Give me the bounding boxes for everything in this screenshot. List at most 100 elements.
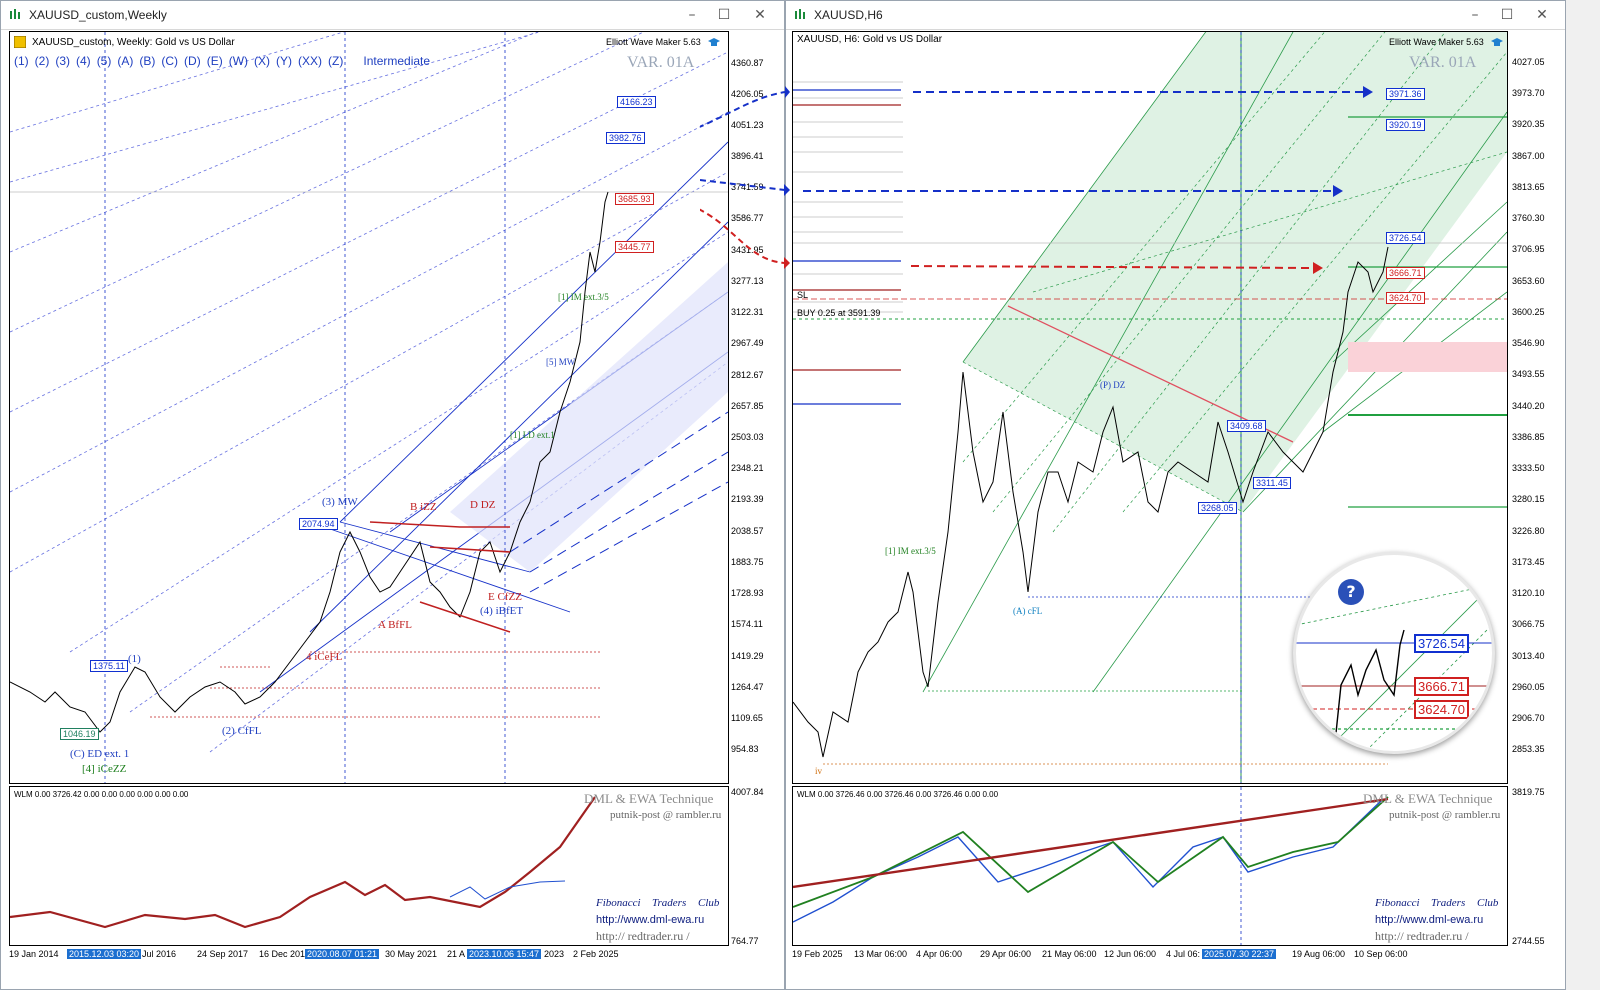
help-icon[interactable]: ?	[1338, 579, 1364, 605]
minimize-button[interactable]: –	[688, 7, 696, 23]
degree-btn-xx[interactable]: (XX)	[298, 54, 323, 68]
price-box-3268: 3268.05	[1198, 502, 1237, 514]
wave-label-5-mw: [5] MW	[546, 357, 576, 367]
symbol-properties-icon[interactable]	[14, 36, 26, 48]
left-sub-axis-top: 4007.84	[731, 787, 764, 797]
fib-club-1: Fibonacci	[1375, 897, 1420, 909]
right-price-chart-drawing	[793, 32, 1507, 783]
window-title: XAUUSD_custom,Weekly	[29, 8, 167, 22]
wave-label-a-cfl: (A) cFL	[1013, 606, 1043, 616]
email: putnik-post @ rambler.ru	[610, 809, 722, 821]
chart-header: XAUUSD_custom, Weekly: Gold vs US Dollar	[32, 37, 235, 48]
price-box-3982: 3982.76	[606, 132, 645, 144]
wave-label-c-ed: (C) ED ext. 1	[70, 748, 130, 760]
wave-label-4-icezz: [4] iCeZZ	[82, 763, 127, 775]
degree-btn-z[interactable]: (Z)	[328, 54, 344, 68]
degree-btn-4[interactable]: (4)	[76, 54, 91, 68]
left-date-axis[interactable]: 19 Jan 2014 2015.12.03 03:20 Jul 2016 24…	[9, 949, 619, 959]
left-price-axis[interactable]: 4360.87 4206.05 4051.23 3896.41 3741.59 …	[731, 58, 764, 754]
degree-btn-w[interactable]: (W)	[228, 54, 249, 68]
price-box-3726: 3726.54	[1386, 232, 1425, 244]
right-sub-axis-top: 3819.75	[1512, 787, 1545, 797]
degree-btn-5[interactable]: (5)	[96, 54, 112, 68]
wave-label-a-bffl: A BfFL	[378, 619, 412, 631]
sub-header: WLM 0.00 3726.46 0.00 3726.46 0.00 3726.…	[797, 790, 999, 799]
left-indicator-subwindow[interactable]: WLM 0.00 3726.42 0.00 0.00 0.00 0.00 0.0…	[9, 786, 729, 946]
price-box-3971: 3971.36	[1386, 88, 1425, 100]
degree-btn-2[interactable]: (2)	[34, 54, 50, 68]
left-price-chart-drawing	[10, 32, 728, 783]
right-indicator-subwindow[interactable]: WLM 0.00 3726.46 0.00 3726.46 0.00 3726.…	[792, 786, 1508, 946]
left-main-chart[interactable]: XAUUSD_custom, Weekly: Gold vs US Dollar…	[9, 31, 729, 784]
wave-label-iv: iv	[815, 766, 823, 776]
degree-btn-3[interactable]: (3)	[55, 54, 71, 68]
degree-btn-a[interactable]: (A)	[117, 54, 134, 68]
wave-label-p-dz: (P) DZ	[1100, 380, 1126, 390]
chart-window-icon	[795, 9, 805, 19]
sl-label: SL	[797, 290, 809, 300]
fib-club-2: Traders	[1431, 897, 1466, 909]
maximize-button[interactable]: ☐	[717, 7, 731, 23]
wave-label-4-ibfet: (4) iBfET	[480, 605, 524, 617]
fib-club-3: Club	[1477, 897, 1499, 909]
zoom-box-3666: 3666.71	[1414, 677, 1469, 696]
left-wlm-indicator-drawing	[10, 796, 596, 929]
left-chart-window[interactable]: XAUUSD_custom,Weekly – ☐ ✕	[0, 0, 785, 990]
degree-btn-b[interactable]: (B)	[139, 54, 156, 68]
eww-cap-icon[interactable]	[1490, 36, 1504, 48]
redtrader-link[interactable]: http:// redtrader.ru /	[1375, 929, 1469, 943]
price-box-2074: 2074.94	[299, 518, 338, 530]
right-sub-axis-bottom: 2744.55	[1512, 936, 1545, 946]
price-box-3685: 3685.93	[615, 193, 654, 205]
wave-label-e-cfzz: E CfZZ	[488, 591, 522, 603]
email: putnik-post @ rambler.ru	[1389, 809, 1501, 821]
zoom-drawing	[1296, 584, 1492, 751]
wave-label-2-cffl: (2) CfFL	[222, 725, 262, 737]
price-box-4166: 4166.23	[617, 96, 656, 108]
wave-label-1: (1)	[128, 653, 141, 665]
sub-header: WLM 0.00 3726.42 0.00 0.00 0.00 0.00 0.0…	[14, 790, 189, 799]
var-label: VAR. 01A	[1409, 54, 1477, 71]
dml-ewa-link[interactable]: http://www.dml-ewa.ru	[596, 914, 705, 926]
degree-btn-1[interactable]: (1)	[14, 54, 29, 68]
fib-club-2: Traders	[652, 897, 687, 909]
wave-label-4-icefl: 4 iCeFL	[306, 651, 343, 663]
degree-btn-c[interactable]: (C)	[161, 54, 179, 68]
close-button[interactable]: ✕	[1536, 7, 1548, 23]
wave-label-1-im: [1] IM ext.3/5	[885, 546, 936, 556]
degree-btn-x[interactable]: (X)	[254, 54, 271, 68]
price-box-1375: 1375.11	[90, 660, 128, 672]
degree-btn-y[interactable]: (Y)	[276, 54, 293, 68]
fib-club-3: Club	[698, 897, 720, 909]
zoom-box-3624: 3624.70	[1414, 700, 1469, 719]
degree-btn-d[interactable]: (D)	[184, 54, 201, 68]
zoom-box-3726: 3726.54	[1414, 634, 1469, 653]
eww-label: Elliott Wave Maker 5.63	[1389, 37, 1484, 47]
price-box-3445: 3445.77	[615, 241, 654, 253]
right-price-axis[interactable]: 4027.05 3973.70 3920.35 3867.00 3813.65 …	[1512, 57, 1545, 754]
fib-club-1: Fibonacci	[596, 897, 641, 909]
watermark: DML & EWA Technique	[1363, 791, 1493, 806]
right-title-bar[interactable]: XAUUSD,H6 – ☐ ✕	[786, 1, 1565, 30]
close-button[interactable]: ✕	[754, 7, 766, 23]
chart-window-icon	[10, 9, 20, 19]
zoom-magnifier: ? 3726.54 3666.71 3624.70	[1293, 552, 1495, 754]
dml-ewa-link[interactable]: http://www.dml-ewa.ru	[1375, 914, 1484, 926]
buy-order-label[interactable]: BUY 0.25 at 3591.39	[797, 308, 881, 318]
wave-label-1-ld: [1] LD ext.1	[510, 430, 555, 440]
right-main-chart[interactable]: XAUUSD, H6: Gold vs US Dollar Elliott Wa…	[792, 31, 1508, 784]
wave-label-3-mw: (3) MW	[322, 496, 358, 508]
degree-btn-e[interactable]: (E)	[206, 54, 223, 68]
price-box-3311: 3311.45	[1253, 477, 1291, 489]
maximize-button[interactable]: ☐	[1500, 7, 1514, 23]
redtrader-link[interactable]: http:// redtrader.ru /	[596, 929, 690, 943]
left-title-bar[interactable]: XAUUSD_custom,Weekly – ☐ ✕	[1, 1, 784, 30]
wave-label-d-dz: D DZ	[470, 499, 496, 511]
cross-window-arrows	[700, 86, 790, 269]
eww-cap-icon[interactable]	[707, 36, 721, 48]
minimize-button[interactable]: –	[1471, 7, 1479, 23]
wave-degree-toolbar[interactable]: (1) (2) (3) (4) (5) (A) (B) (C) (D) (E) …	[14, 54, 430, 68]
right-chart-window[interactable]: XAUUSD,H6 – ☐ ✕	[785, 0, 1566, 990]
right-date-axis[interactable]: 19 Feb 2025 13 Mar 06:00 4 Apr 06:00 29 …	[792, 949, 1408, 959]
wave-label-b-izz: B iZZ	[410, 501, 437, 513]
